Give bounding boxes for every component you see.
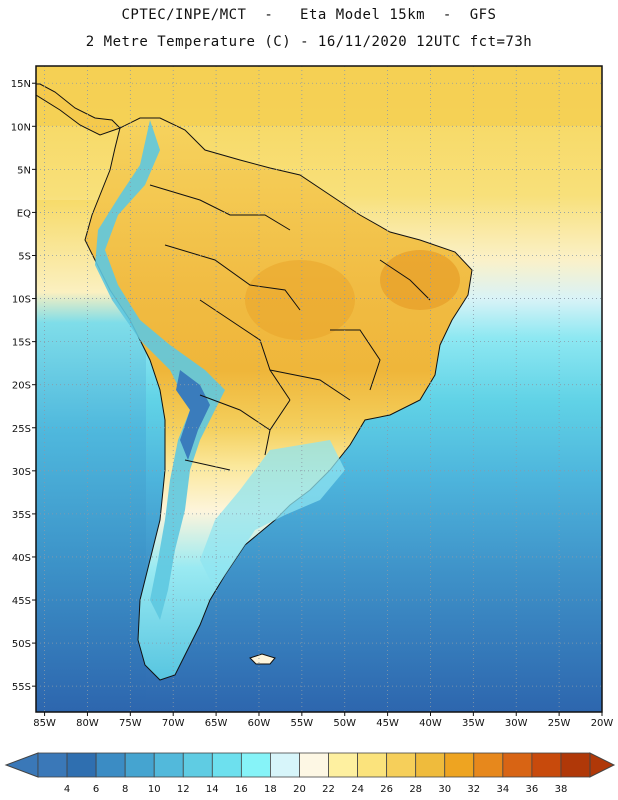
colorbar-label-14: 14 [206,784,219,795]
lat-label-40s: 40S [12,553,31,564]
colorbar-box [299,752,329,778]
title-line-1: CPTEC/INPE/MCT - Eta Model 15km - GFS [121,7,497,23]
colorbar-box [66,752,97,778]
colorbar-label-12: 12 [177,784,190,795]
andes-high-zone [176,370,210,460]
colorbar-box [328,752,358,778]
colorbar-label-26: 26 [380,784,393,795]
colorbar-box [153,752,184,778]
colorbar-box [560,752,591,778]
colorbar-box [211,752,242,778]
colorbar-box [444,752,475,778]
colorbar-under-arrow [4,752,39,778]
temperature-colorbar: 4 6 8 10 12 14 16 18 20 22 24 26 28 30 3… [4,752,616,795]
lon-label-25w: 25W [548,718,571,729]
lat-label-25s: 25S [12,424,31,435]
lat-label-10n: 10N [11,122,31,133]
colorbar-box [270,752,300,778]
colorbar-labels: 4 6 8 10 12 14 16 18 20 22 24 26 28 30 3… [64,784,567,795]
lat-label-50s: 50S [12,639,31,650]
colorbar-label-10: 10 [148,784,161,795]
lat-label-eq: EQ [17,208,31,219]
falkland-islands [249,653,276,665]
colorbar-box [95,752,126,778]
lon-label-30w: 30W [505,718,528,729]
lat-label-5s: 5S [18,251,31,262]
colorbar-box [531,752,562,778]
latitude-labels: 15N 10N 5N EQ 5S 10S 15S 20S 25S 30S 35S… [11,79,31,693]
lon-label-65w: 65W [205,718,228,729]
colorbar-over-arrow [589,752,616,778]
colorbar-box [357,752,388,778]
lat-label-45s: 45S [12,596,31,607]
colorbar-box [502,752,533,778]
colorbar-label-22: 22 [322,784,335,795]
colorbar-boxes [4,752,616,778]
colorbar-label-24: 24 [351,784,364,795]
andes-cold-zone [95,120,225,620]
colorbar-label-32: 32 [467,784,480,795]
colorbar-label-34: 34 [496,784,509,795]
colorbar-label-4: 4 [64,784,70,795]
lon-label-45w: 45W [376,718,399,729]
lat-label-10s: 10S [12,295,31,306]
lat-label-30s: 30S [12,467,31,478]
colorbar-box [240,752,271,778]
lat-label-5n: 5N [17,165,31,176]
lon-label-80w: 80W [76,718,99,729]
colorbar-box [386,752,417,778]
lat-label-55s: 55S [12,682,31,693]
colorbar-label-30: 30 [438,784,451,795]
colorbar-label-28: 28 [409,784,422,795]
lon-label-20w: 20W [591,718,614,729]
colorbar-label-36: 36 [526,784,539,795]
lon-label-55w: 55W [291,718,314,729]
lat-label-15n: 15N [11,79,31,90]
lat-label-15s: 15S [12,338,31,349]
colorbar-box [182,752,213,778]
country-borders [149,184,431,471]
lon-label-60w: 60W [248,718,271,729]
lon-label-75w: 75W [119,718,142,729]
lat-label-20s: 20S [12,381,31,392]
hot-spot-northeast [380,250,460,310]
lon-label-50w: 50W [333,718,356,729]
colorbar-box [37,752,68,778]
colorbar-box [415,752,446,778]
map-border [35,65,603,713]
colorbar-box [124,752,155,778]
map-frame-content [36,66,602,712]
colorbar-label-6: 6 [93,784,99,795]
colorbar-label-16: 16 [235,784,248,795]
lon-label-85w: 85W [33,718,56,729]
colorbar-label-8: 8 [122,784,128,795]
colorbar-label-38: 38 [555,784,568,795]
southern-cool-zone [200,440,345,590]
longitude-labels: 85W 80W 75W 70W 65W 60W 55W 50W 45W 40W … [33,718,613,729]
lon-label-40w: 40W [419,718,442,729]
lon-label-35w: 35W [462,718,485,729]
hot-spot-central [245,260,355,340]
title-line-2: 2 Metre Temperature (C) - 16/11/2020 12U… [85,34,533,50]
colorbar-box [473,752,504,778]
lat-label-35s: 35S [12,510,31,521]
north-warm-band [36,66,602,126]
colorbar-label-18: 18 [264,784,277,795]
colorbar-label-20: 20 [293,784,306,795]
lon-label-70w: 70W [162,718,185,729]
temperature-map: 15N 10N 5N EQ 5S 10S 15S 20S 25S 30S 35S… [11,65,613,729]
central-america-land [36,83,121,136]
